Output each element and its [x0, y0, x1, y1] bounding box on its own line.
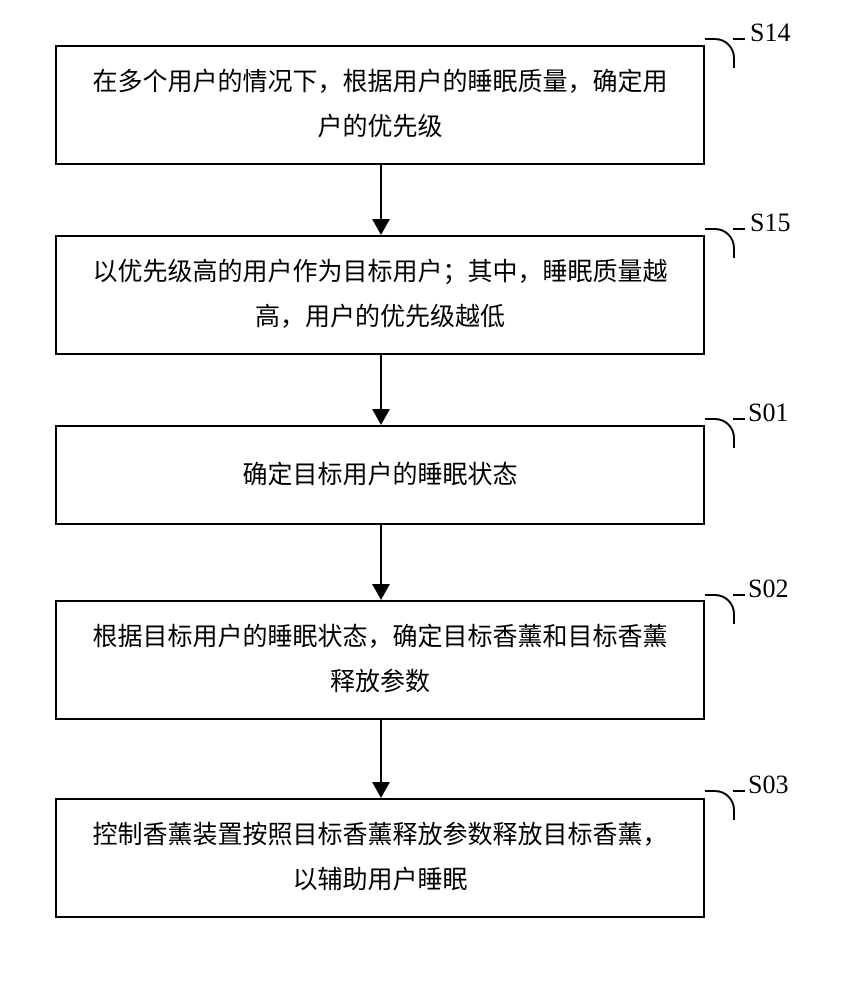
label-s14: S14 [750, 18, 790, 48]
box-s02-text: 根据目标用户的睡眠状态，确定目标香薰和目标香薰释放参数 [81, 615, 679, 705]
curve-h-s01 [733, 418, 745, 420]
curve-h-s15 [733, 228, 745, 230]
arrow-4 [380, 720, 382, 796]
arrow-2 [380, 355, 382, 423]
curve-h-s02 [733, 594, 745, 596]
box-s03: 控制香薰装置按照目标香薰释放参数释放目标香薰，以辅助用户睡眠 [55, 798, 705, 918]
label-s03: S03 [748, 770, 788, 800]
box-s01-text: 确定目标用户的睡眠状态 [242, 453, 517, 498]
curve-s01 [705, 418, 735, 448]
curve-h-s03 [733, 790, 745, 792]
box-s14-text: 在多个用户的情况下，根据用户的睡眠质量，确定用户的优先级 [81, 60, 679, 150]
curve-s14 [705, 38, 735, 68]
box-s14: 在多个用户的情况下，根据用户的睡眠质量，确定用户的优先级 [55, 45, 705, 165]
label-s15: S15 [750, 208, 790, 238]
flowchart-container: 在多个用户的情况下，根据用户的睡眠质量，确定用户的优先级 S14 以优先级高的用… [0, 0, 865, 1000]
curve-s15 [705, 228, 735, 258]
curve-s03 [705, 790, 735, 820]
curve-s02 [705, 594, 735, 624]
box-s01: 确定目标用户的睡眠状态 [55, 425, 705, 525]
label-s01: S01 [748, 398, 788, 428]
arrow-1 [380, 165, 382, 233]
arrow-3 [380, 525, 382, 598]
label-s02: S02 [748, 574, 788, 604]
box-s02: 根据目标用户的睡眠状态，确定目标香薰和目标香薰释放参数 [55, 600, 705, 720]
curve-h-s14 [733, 38, 745, 40]
box-s15: 以优先级高的用户作为目标用户；其中，睡眠质量越高，用户的优先级越低 [55, 235, 705, 355]
box-s03-text: 控制香薰装置按照目标香薰释放参数释放目标香薰，以辅助用户睡眠 [81, 813, 679, 903]
box-s15-text: 以优先级高的用户作为目标用户；其中，睡眠质量越高，用户的优先级越低 [81, 250, 679, 340]
